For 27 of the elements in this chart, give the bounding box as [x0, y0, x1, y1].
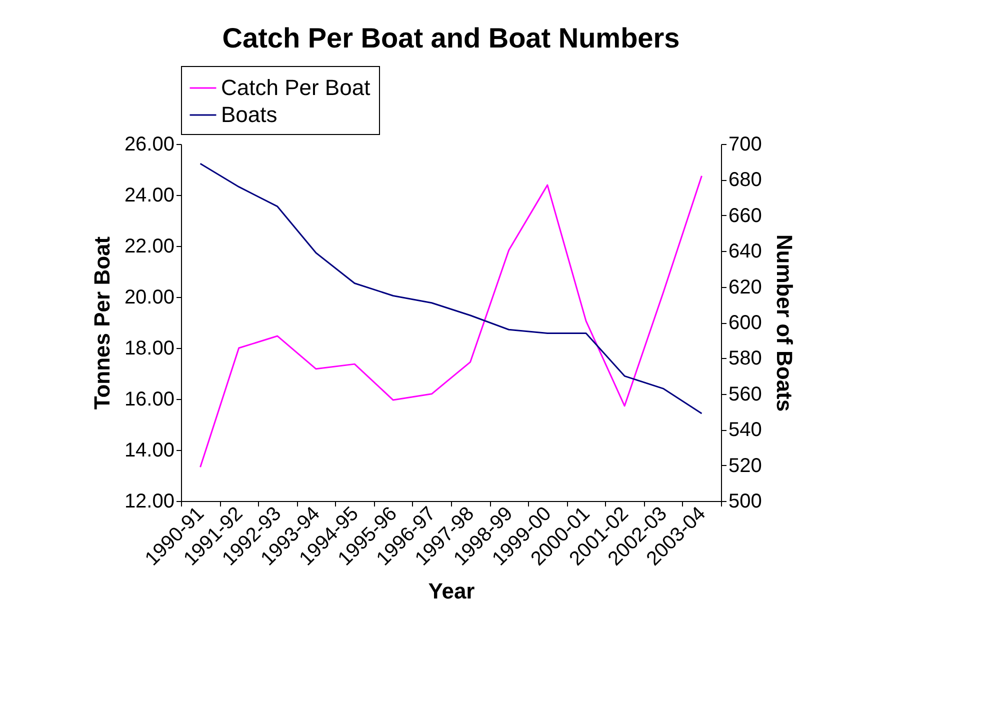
line-series — [200, 162, 702, 414]
y-tick-label: 18.00 — [124, 338, 174, 360]
y2-tick-label: 640 — [728, 240, 762, 263]
chart-title: Catch Per Boat and Boat Numbers — [222, 22, 680, 54]
y2-tick-label: 520 — [728, 454, 762, 477]
y2-tick-label: 600 — [728, 312, 762, 334]
y2-tick-label: 580 — [728, 348, 762, 370]
y-tick-label: 16.00 — [124, 388, 174, 410]
y2-tick-label: 540 — [728, 419, 762, 442]
y-tick-label: 14.00 — [124, 440, 174, 462]
y-tick-label: 26.00 — [124, 134, 174, 156]
y2-tick-label: 680 — [728, 169, 762, 192]
y2-tick-label: 620 — [728, 276, 762, 298]
legend-label: Catch Per Boat — [221, 75, 370, 100]
legend-label: Boats — [221, 102, 278, 127]
y2-tick-label: 500 — [728, 490, 762, 512]
y-tick-label: 20.00 — [124, 286, 174, 308]
y-tick-label: 12.00 — [124, 490, 174, 512]
y2-tick-label: 700 — [728, 134, 762, 156]
y-axis-title: Tonnes Per Boat — [89, 236, 114, 410]
line-series — [200, 175, 702, 468]
y2-tick-label: 660 — [728, 204, 762, 227]
x-axis-title: Year — [428, 578, 476, 604]
y-tick-label: 22.00 — [124, 236, 174, 258]
y2-tick-label: 560 — [728, 383, 762, 406]
y2-axis-title: Number of Boats — [772, 234, 797, 412]
y-tick-label: 24.00 — [124, 184, 174, 206]
